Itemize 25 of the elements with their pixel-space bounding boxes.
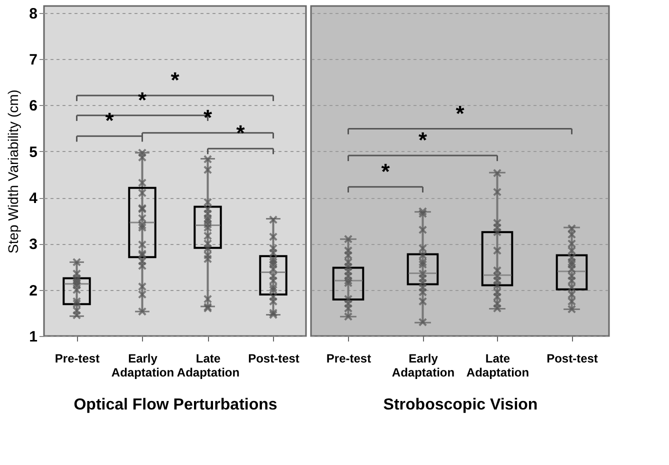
annotation: * [381, 158, 390, 184]
x-tick-label: Post-test [248, 352, 300, 366]
y-tick-label: 4 [29, 190, 38, 208]
x-tick-label: Post-test [546, 352, 598, 366]
x-axis-title: Stroboscopic Vision [383, 396, 538, 414]
annotation: * [418, 128, 428, 153]
annotation: * [170, 68, 180, 93]
x-tick-label: Early Adaptation [392, 352, 455, 380]
x-tick-label: Pre-test [326, 352, 372, 366]
y-tick-label: 3 [29, 236, 38, 254]
y-tick-label: 2 [29, 282, 38, 300]
y-tick-label: 1 [29, 328, 38, 346]
y-tick-label: 7 [29, 52, 38, 69]
annotation: * [203, 104, 212, 130]
annotation: * [456, 100, 465, 126]
y-tick-label: 5 [29, 144, 38, 161]
x-tick-label: Pre-test [54, 352, 100, 366]
x-tick-label: Early Adaptation [111, 352, 174, 380]
x-axis-title: Optical Flow Perturbations [74, 396, 278, 414]
x-tick-label: Late Adaptation [466, 352, 530, 380]
annotation: * [105, 108, 114, 134]
y-axis-title: Step Width Variability (cm) [5, 90, 22, 254]
y-tick-label: 6 [29, 98, 38, 115]
x-tick-label: Late Adaptation [176, 352, 240, 380]
y-tick-label: 8 [29, 5, 38, 22]
